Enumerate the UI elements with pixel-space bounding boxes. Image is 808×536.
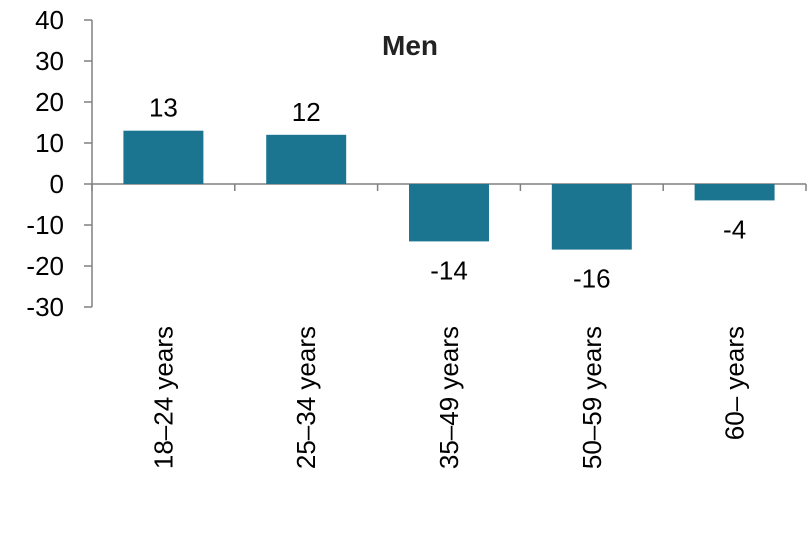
y-tick-label: 10	[35, 128, 64, 158]
category-label: 25–34 years	[291, 326, 321, 469]
y-tick-label: 0	[50, 169, 64, 199]
bar	[694, 184, 775, 201]
category-label: 60– years	[720, 326, 750, 440]
y-tick-label: 20	[35, 87, 64, 117]
data-label: 12	[292, 97, 321, 127]
y-tick-label: -10	[26, 210, 64, 240]
data-label: -4	[723, 214, 746, 244]
bar	[266, 134, 347, 184]
y-tick-label: 30	[35, 46, 64, 76]
chart-title: Men	[382, 30, 438, 61]
bar	[551, 184, 632, 250]
y-tick-label: -20	[26, 251, 64, 281]
data-label: -14	[430, 255, 468, 285]
data-label: -16	[573, 264, 611, 294]
bar	[123, 130, 204, 184]
value-labels: 13 12 -14 -16 -4	[149, 93, 746, 294]
category-label: 35–49 years	[434, 326, 464, 469]
category-labels: 18–24 years 25–34 years 35–49 years 50–59 y…	[148, 326, 749, 469]
y-axis: 40 30 20 10 0 -10 -20 -30	[26, 5, 93, 322]
bar	[409, 184, 489, 242]
category-label: 18–24 years	[148, 326, 178, 469]
y-tick-label: -30	[26, 292, 64, 322]
category-label: 50–59 years	[577, 326, 607, 469]
data-label: 13	[149, 93, 178, 123]
y-tick-label: 40	[35, 5, 64, 35]
bars	[123, 130, 775, 250]
